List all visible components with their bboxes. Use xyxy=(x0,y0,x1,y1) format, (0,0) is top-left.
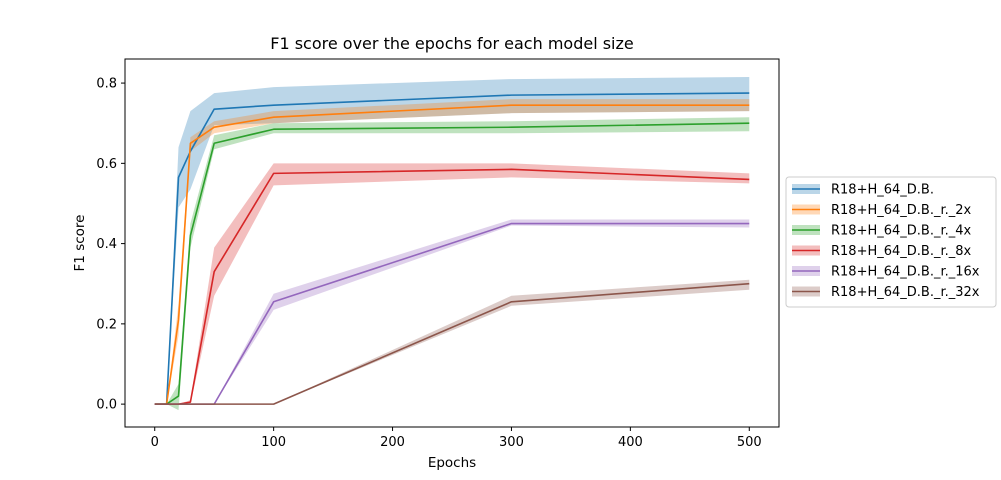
line-series-3 xyxy=(154,122,750,405)
line-series-1 xyxy=(154,92,750,405)
x-tick-label: 400 xyxy=(618,435,643,450)
x-axis-ticks: 0 100 200 300 400 500 xyxy=(151,427,762,450)
legend-label: R18+H_64_D.B. xyxy=(831,183,934,198)
line-series-2 xyxy=(154,104,750,405)
y-tick-label: 0.0 xyxy=(96,398,117,413)
line-series-6 xyxy=(154,282,750,405)
y-axis-ticks: 0.0 0.2 0.4 0.6 0.8 xyxy=(96,77,125,413)
legend-label: R18+H_64_D.B._r._8x xyxy=(831,244,972,259)
line-series-5 xyxy=(154,222,750,405)
y-tick-label: 0.2 xyxy=(96,317,117,332)
x-tick-label: 100 xyxy=(261,435,286,450)
legend: R18+H_64_D.B. R18+H_64_D.B._r._2x R18+H_64… xyxy=(785,176,997,308)
series-lines xyxy=(154,92,750,405)
x-axis-label: Epochs xyxy=(428,455,476,471)
legend-label: R18+H_64_D.B._r._16x xyxy=(831,265,980,280)
band-series-2 xyxy=(154,99,750,405)
band-series-3 xyxy=(154,117,750,411)
legend-label: R18+H_64_D.B._r._2x xyxy=(831,203,972,218)
y-axis-label: F1 score xyxy=(72,215,88,272)
x-tick-label: 200 xyxy=(380,435,405,450)
plot-area-frame xyxy=(124,58,780,428)
y-tick-label: 0.8 xyxy=(96,77,117,92)
x-tick-label: 500 xyxy=(737,435,762,450)
legend-frame xyxy=(785,176,997,308)
chart-title: F1 score over the epochs for each model … xyxy=(270,34,634,53)
legend-label: R18+H_64_D.B._r._32x xyxy=(831,285,980,300)
y-tick-label: 0.6 xyxy=(96,157,117,172)
x-tick-label: 0 xyxy=(151,435,159,450)
band-series-6 xyxy=(154,279,750,405)
y-tick-label: 0.4 xyxy=(96,237,117,252)
legend-label: R18+H_64_D.B._r._4x xyxy=(831,224,972,239)
band-series-5 xyxy=(154,219,750,405)
band-series-4 xyxy=(154,163,750,405)
x-tick-label: 300 xyxy=(499,435,524,450)
